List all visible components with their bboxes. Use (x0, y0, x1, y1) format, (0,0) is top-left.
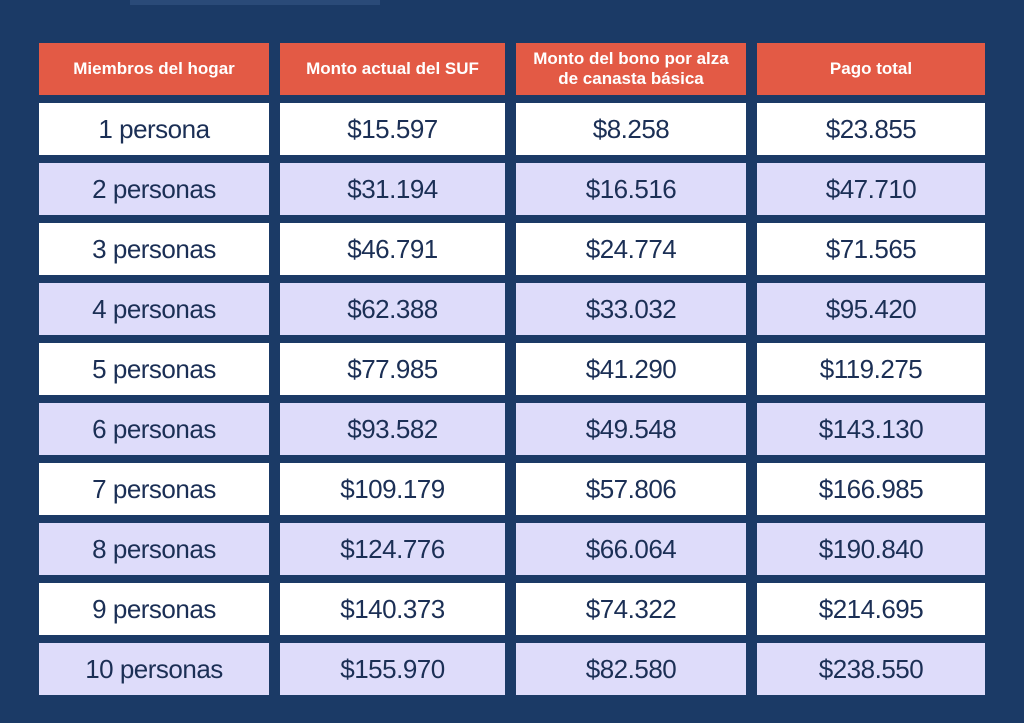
cell-members: 1 persona (39, 103, 269, 155)
cell-members: 7 personas (39, 463, 269, 515)
cell-suf-amount: $77.985 (280, 343, 505, 395)
cell-members: 10 personas (39, 643, 269, 695)
top-decor-strip (130, 0, 380, 5)
cell-suf-amount: $155.970 (280, 643, 505, 695)
cell-suf-amount: $62.388 (280, 283, 505, 335)
cell-members: 9 personas (39, 583, 269, 635)
cell-bonus-amount: $33.032 (516, 283, 746, 335)
cell-members: 5 personas (39, 343, 269, 395)
cell-bonus-amount: $24.774 (516, 223, 746, 275)
cell-members: 6 personas (39, 403, 269, 455)
cell-suf-amount: $31.194 (280, 163, 505, 215)
cell-suf-amount: $124.776 (280, 523, 505, 575)
cell-total-payment: $23.855 (757, 103, 985, 155)
header-current-suf-amount: Monto actual del SUF (280, 43, 505, 95)
cell-suf-amount: $109.179 (280, 463, 505, 515)
cell-suf-amount: $46.791 (280, 223, 505, 275)
header-household-members: Miembros del hogar (39, 43, 269, 95)
cell-total-payment: $190.840 (757, 523, 985, 575)
cell-bonus-amount: $16.516 (516, 163, 746, 215)
cell-total-payment: $71.565 (757, 223, 985, 275)
cell-total-payment: $119.275 (757, 343, 985, 395)
cell-total-payment: $95.420 (757, 283, 985, 335)
cell-total-payment: $143.130 (757, 403, 985, 455)
cell-suf-amount: $15.597 (280, 103, 505, 155)
header-bonus-amount: Monto del bono por alza de canasta básic… (516, 43, 746, 95)
cell-members: 2 personas (39, 163, 269, 215)
cell-bonus-amount: $49.548 (516, 403, 746, 455)
cell-members: 8 personas (39, 523, 269, 575)
cell-bonus-amount: $57.806 (516, 463, 746, 515)
cell-total-payment: $47.710 (757, 163, 985, 215)
header-total-payment: Pago total (757, 43, 985, 95)
cell-members: 4 personas (39, 283, 269, 335)
cell-bonus-amount: $66.064 (516, 523, 746, 575)
cell-bonus-amount: $8.258 (516, 103, 746, 155)
cell-total-payment: $214.695 (757, 583, 985, 635)
cell-members: 3 personas (39, 223, 269, 275)
cell-suf-amount: $140.373 (280, 583, 505, 635)
benefits-table: Miembros del hogar Monto actual del SUF … (39, 43, 985, 695)
cell-bonus-amount: $82.580 (516, 643, 746, 695)
cell-total-payment: $166.985 (757, 463, 985, 515)
cell-bonus-amount: $74.322 (516, 583, 746, 635)
cell-suf-amount: $93.582 (280, 403, 505, 455)
cell-total-payment: $238.550 (757, 643, 985, 695)
cell-bonus-amount: $41.290 (516, 343, 746, 395)
